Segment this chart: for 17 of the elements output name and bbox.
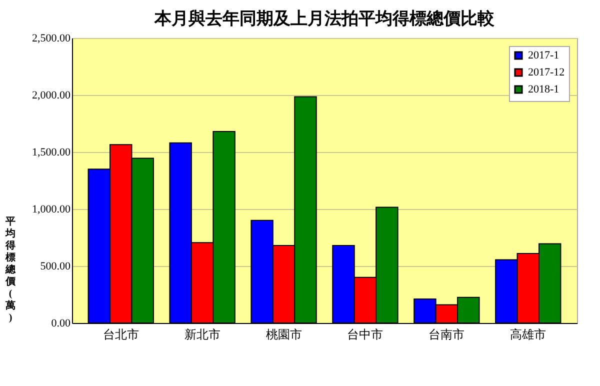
y-tick-label: 2,000.00 [32, 90, 71, 102]
legend-label: 2018-1 [528, 84, 560, 96]
y-tick-label: 2,500.00 [32, 32, 71, 44]
legend-label: 2017-12 [528, 66, 565, 78]
text: 平均得標總價(萬) [6, 216, 16, 324]
y-tick-label: 1,500.00 [32, 146, 71, 158]
y-tick-label: 1,000.00 [32, 204, 71, 216]
legend-label: 2017-1 [528, 50, 560, 62]
x-tick-label: 台北市 [102, 328, 139, 342]
x-tick-label: 高雄市 [510, 328, 546, 342]
x-tick-label: 桃園市 [266, 328, 302, 342]
chart-title: 本月與去年同期及上月法拍平均得標總價比較 [154, 9, 496, 28]
x-tick-label: 台中市 [347, 328, 384, 342]
y-tick-label: 0.00 [51, 318, 71, 330]
y-tick-label: 500.00 [40, 260, 71, 272]
x-tick-label: 台南市 [428, 328, 465, 342]
x-tick-label: 新北市 [184, 328, 220, 342]
